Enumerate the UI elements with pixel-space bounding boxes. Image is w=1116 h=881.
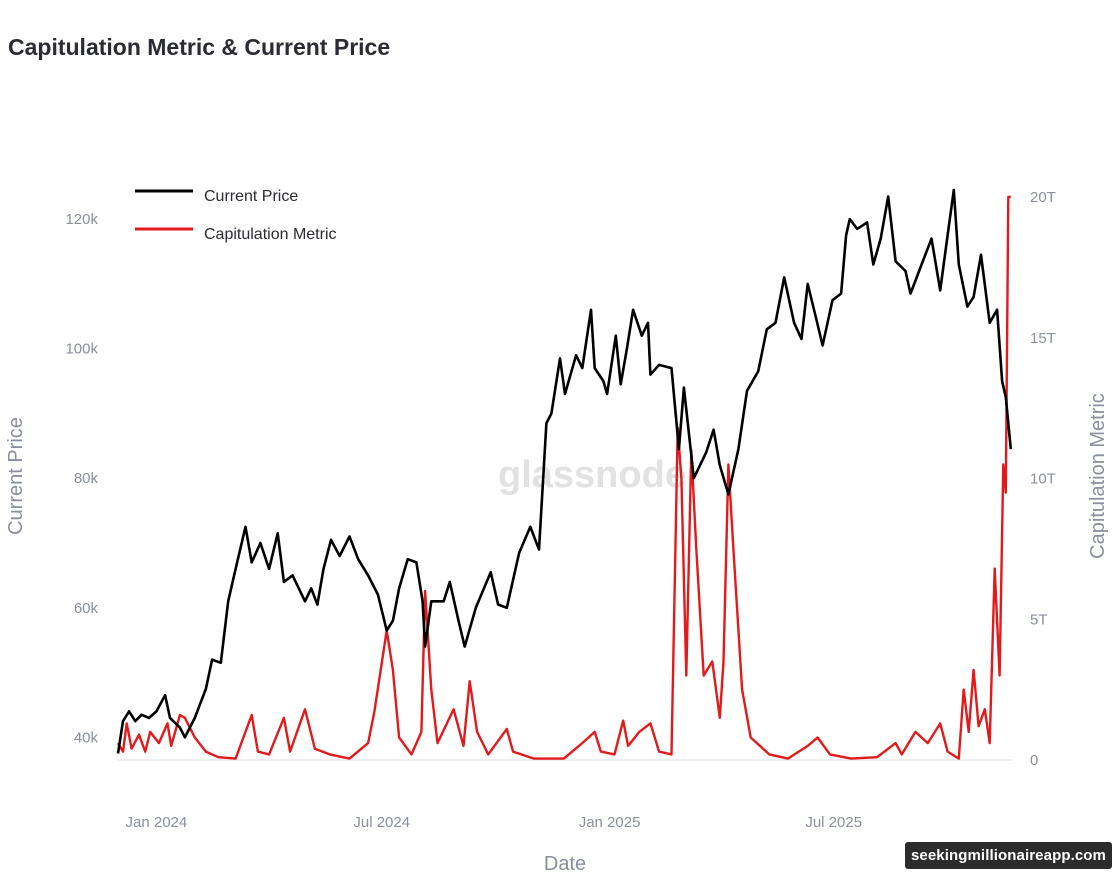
series-lines (116, 188, 1013, 760)
glassnode-watermark: glassnode (498, 454, 686, 496)
y-right-tick-label: 15T (1030, 330, 1056, 347)
y-right-axis-title: Capitulation Metric (1087, 393, 1109, 559)
x-axis-ticks: Jan 2024 Jul 2024 Jan 2025 Jul 2025 (126, 814, 863, 831)
site-watermark-badge: seekingmillionaireapp.com (904, 842, 1112, 869)
capitulation-metric-line (116, 195, 1011, 760)
y-left-tick-label: 60k (74, 600, 99, 617)
y-left-tick-label: 80k (74, 470, 99, 487)
x-tick-label: Jul 2024 (353, 814, 410, 831)
y-left-axis-ticks: 40k 60k 80k 100k 120k (65, 211, 98, 746)
y-right-tick-label: 10T (1030, 471, 1056, 488)
legend: Current Price Capitulation Metric (135, 188, 337, 243)
x-axis-title: Date (544, 853, 586, 875)
legend-label-capitulation-metric[interactable]: Capitulation Metric (204, 226, 337, 243)
y-right-tick-label: 20T (1030, 189, 1056, 206)
legend-label-current-price[interactable]: Current Price (204, 188, 298, 205)
y-right-tick-label: 5T (1030, 611, 1048, 628)
y-left-tick-label: 100k (65, 341, 98, 358)
y-left-tick-label: 120k (65, 211, 98, 228)
chart-title: Capitulation Metric & Current Price (8, 34, 391, 60)
current-price-line (116, 188, 1013, 754)
y-left-tick-label: 40k (74, 729, 99, 746)
y-right-axis-ticks: 0 5T 10T 15T 20T (1030, 189, 1056, 769)
y-right-tick-label: 0 (1030, 752, 1038, 769)
x-tick-label: Jul 2025 (805, 814, 862, 831)
x-tick-label: Jan 2025 (579, 814, 641, 831)
y-left-axis-title: Current Price (5, 417, 27, 535)
x-tick-label: Jan 2024 (126, 814, 188, 831)
